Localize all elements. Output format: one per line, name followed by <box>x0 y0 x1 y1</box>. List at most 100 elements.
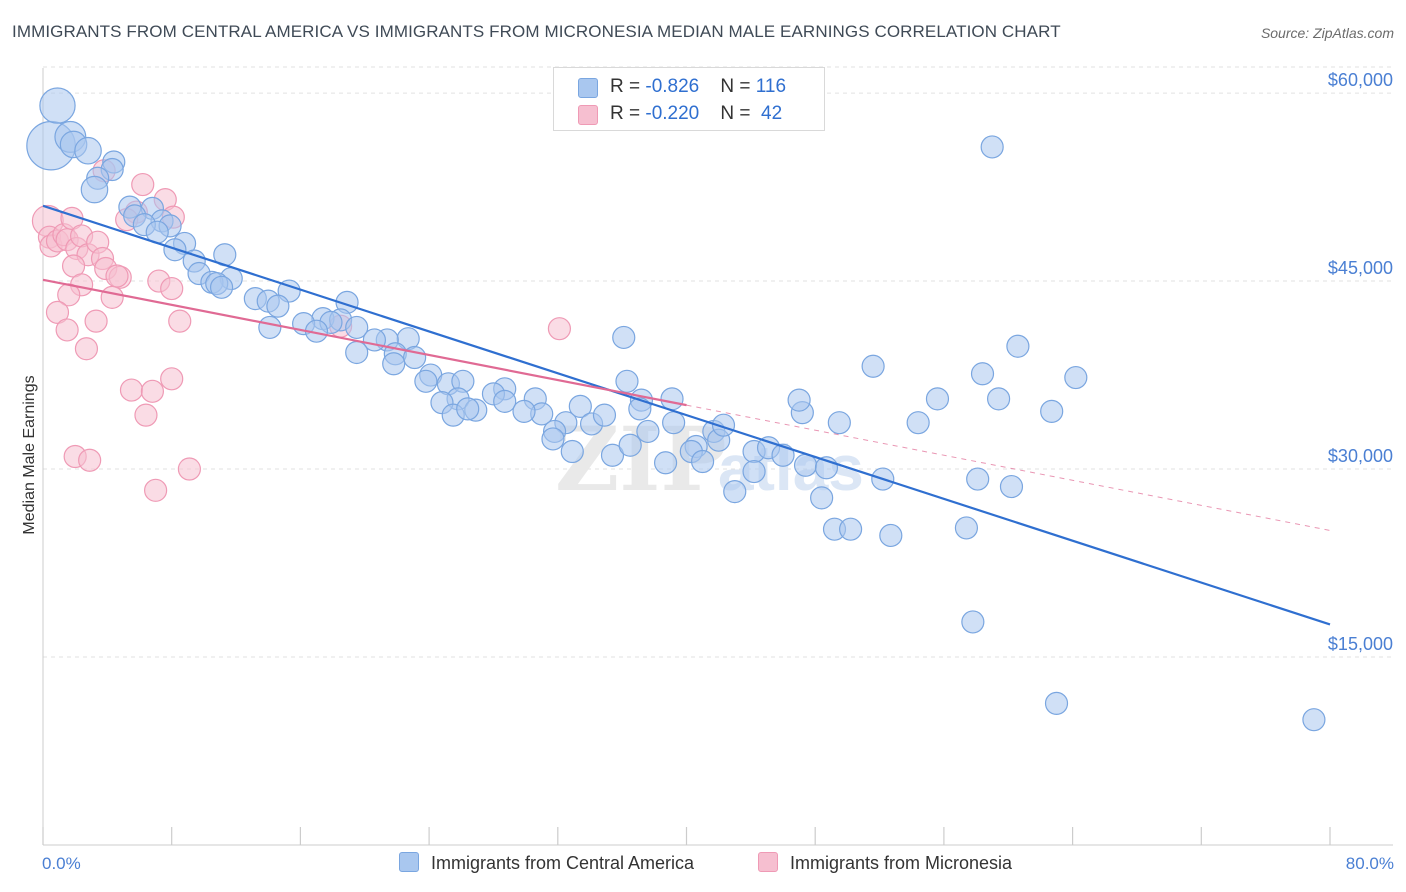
micronesia-point <box>100 285 124 309</box>
y-tick-label: $45,000 <box>1328 258 1393 278</box>
micronesia-point <box>547 317 572 341</box>
central-america-point <box>906 411 930 435</box>
central-america-point <box>615 369 639 393</box>
legend-swatch-blue <box>578 78 598 98</box>
central-america-point <box>810 486 834 510</box>
y-tick-label: $60,000 <box>1328 70 1393 90</box>
central-america-point <box>1302 708 1326 732</box>
central-america-point <box>628 397 652 421</box>
series-legend: Immigrants from Central America Immigran… <box>0 852 1406 878</box>
gridlines <box>43 66 1393 658</box>
central-america-point <box>1064 365 1088 390</box>
legend-r-value: -0.220 <box>645 103 700 124</box>
central-america-point <box>660 387 684 411</box>
micronesia-point <box>160 276 184 301</box>
central-america-point <box>382 352 406 376</box>
y-tick-labels: $15,000 $30,000 $45,000 $60,000 <box>1328 70 1393 654</box>
legend-r-label: R = <box>610 76 646 97</box>
central-america-point <box>954 516 979 540</box>
central-america-point <box>742 459 766 484</box>
central-america-point <box>345 340 369 365</box>
central-america-point <box>662 411 686 435</box>
micronesia-point <box>160 367 184 391</box>
correlation-legend: R = -0.826 N = 116 R = -0.220 N = 42 <box>553 67 825 131</box>
central-america-point <box>600 443 625 467</box>
central-america-point <box>209 275 234 299</box>
central-america-point <box>345 315 369 340</box>
central-america-point <box>456 397 480 421</box>
central-america-point <box>793 453 818 477</box>
legend-n-value: 116 <box>755 76 787 97</box>
central-america-point <box>560 439 584 464</box>
central-america-point <box>925 387 950 411</box>
central-america-point <box>1040 399 1064 423</box>
micronesia-point <box>177 457 201 481</box>
x-ticks <box>42 827 1331 845</box>
micronesia-point <box>134 403 158 427</box>
micronesia-point <box>168 309 192 333</box>
series-legend-micronesia[interactable]: Immigrants from Micronesia <box>758 852 1012 874</box>
central-america-point <box>512 399 536 423</box>
central-america-point <box>723 479 747 504</box>
central-america-point <box>636 419 660 444</box>
legend-r-value: -0.826 <box>645 76 700 97</box>
central-america-point <box>961 610 985 634</box>
series-legend-central-america[interactable]: Immigrants from Central America <box>399 852 694 874</box>
legend-swatch-pink <box>578 105 598 125</box>
micronesia-point <box>84 309 108 333</box>
central-america-trend-line <box>42 204 1331 626</box>
central-america-point <box>74 136 102 165</box>
chart-title: IMMIGRANTS FROM CENTRAL AMERICA VS IMMIG… <box>12 22 1061 41</box>
central-america-point <box>966 467 990 491</box>
series-label: Immigrants from Micronesia <box>790 853 1013 873</box>
central-america-point <box>970 362 995 386</box>
central-america-point <box>414 369 438 393</box>
central-america-point <box>258 315 282 340</box>
central-america-points <box>26 87 1326 732</box>
micronesia-point <box>140 379 164 403</box>
source-label: Source: ZipAtlas.com <box>1260 25 1394 41</box>
y-axis-label: Median Male Earnings <box>21 375 38 534</box>
central-america-point <box>653 451 678 475</box>
legend-n-label: N = <box>720 76 756 97</box>
axes <box>42 68 1393 846</box>
x-tick-label-min: 0.0% <box>42 854 81 873</box>
trend-lines <box>42 204 1331 626</box>
series-swatch-blue <box>399 852 419 872</box>
central-america-point <box>986 387 1011 411</box>
central-america-point <box>1044 691 1069 715</box>
central-america-point <box>711 413 736 437</box>
micronesia-point <box>119 378 144 402</box>
series-swatch-pink <box>758 852 778 872</box>
micronesia-point <box>131 172 155 197</box>
micronesia-point <box>74 337 99 361</box>
central-america-point <box>879 523 903 548</box>
central-america-point <box>861 354 885 378</box>
central-america-point <box>266 294 290 318</box>
central-america-point <box>980 135 1004 159</box>
micronesia-point <box>105 264 129 288</box>
legend-n-label: N = <box>720 103 756 124</box>
micronesia-trend-line <box>42 278 687 407</box>
micronesia-point <box>55 318 79 342</box>
central-america-point <box>1006 334 1030 358</box>
central-america-point <box>568 394 592 418</box>
micronesia-points <box>31 159 572 502</box>
central-america-point <box>39 87 76 124</box>
central-america-point <box>541 427 565 451</box>
y-tick-label: $30,000 <box>1328 446 1393 466</box>
legend-n-value: 42 <box>755 103 783 124</box>
x-tick-label-max: 80.0% <box>1346 854 1394 873</box>
micronesia-point <box>144 478 168 502</box>
central-america-point <box>999 474 1024 499</box>
central-america-point <box>612 325 636 350</box>
central-america-point <box>838 517 863 541</box>
central-america-point <box>493 389 517 413</box>
central-america-point <box>771 443 795 467</box>
micronesia-point <box>78 448 102 472</box>
legend-r-label: R = <box>610 103 646 124</box>
central-america-point <box>827 411 851 435</box>
central-america-point <box>618 433 642 457</box>
central-america-point <box>592 403 617 427</box>
